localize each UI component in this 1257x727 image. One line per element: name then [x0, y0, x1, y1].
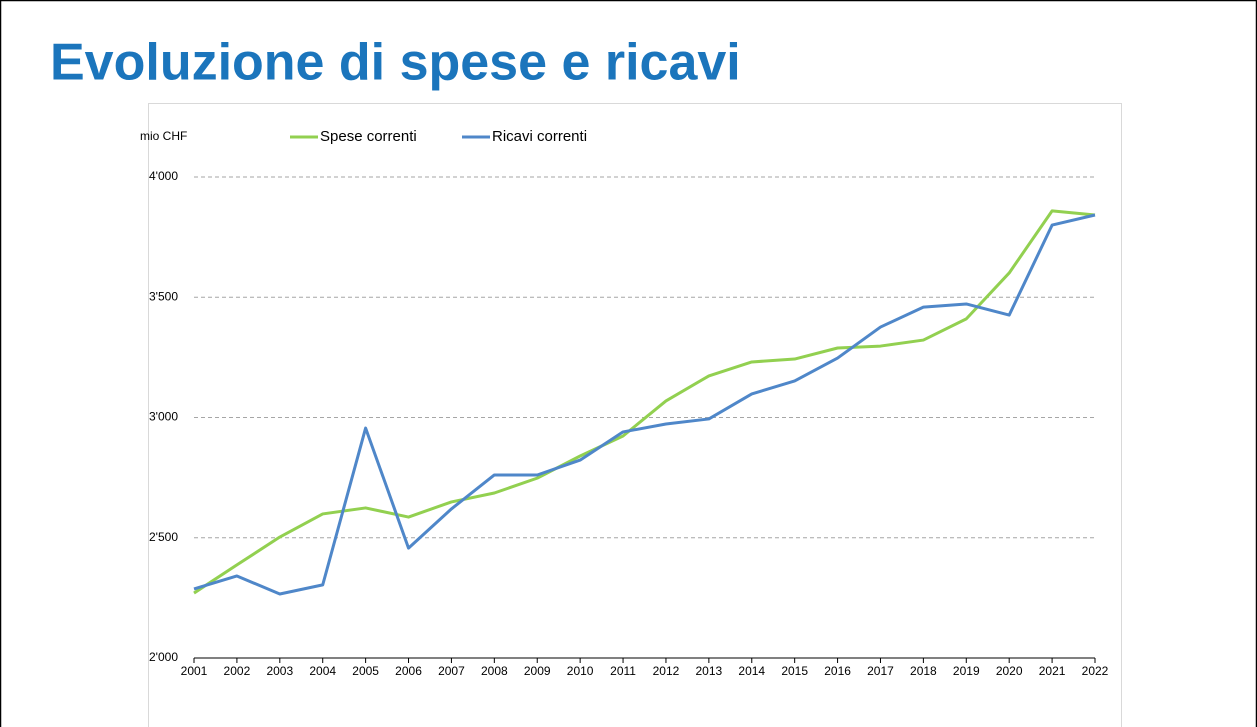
y-tick-label: 4'000	[149, 169, 178, 183]
y-axis-label: mio CHF	[140, 129, 187, 143]
x-tick-label: 2018	[910, 664, 937, 678]
x-tick-label: 2007	[438, 664, 465, 678]
chart-frame	[148, 103, 1122, 727]
x-tick-label: 2022	[1082, 664, 1109, 678]
x-tick-label: 2004	[309, 664, 336, 678]
x-tick-label: 2019	[953, 664, 980, 678]
y-tick-label: 2'500	[149, 530, 178, 544]
x-tick-label: 2011	[610, 664, 636, 678]
x-tick-label: 2012	[653, 664, 680, 678]
y-tick-label: 3'000	[149, 410, 178, 424]
x-tick-label: 2014	[738, 664, 765, 678]
x-tick-label: 2017	[867, 664, 894, 678]
x-tick-label: 2013	[696, 664, 723, 678]
x-tick-label: 2021	[1039, 664, 1066, 678]
x-tick-label: 2020	[996, 664, 1023, 678]
x-tick-label: 2010	[567, 664, 594, 678]
x-tick-label: 2006	[395, 664, 422, 678]
x-tick-label: 2015	[781, 664, 808, 678]
x-tick-label: 2005	[352, 664, 379, 678]
series-line	[193, 213, 1096, 596]
x-tick-label: 2001	[181, 664, 208, 678]
legend-label: Ricavi correnti	[492, 128, 587, 145]
x-tick-label: 2016	[824, 664, 851, 678]
slide-title: Evoluzione di spese e ricavi	[50, 34, 741, 92]
legend-label: Spese correnti	[320, 128, 417, 145]
x-tick-label: 2009	[524, 664, 551, 678]
y-tick-label: 3'500	[149, 289, 178, 303]
x-tick-label: 2003	[266, 664, 293, 678]
y-tick-label: 2'000	[149, 650, 178, 664]
x-tick-label: 2008	[481, 664, 508, 678]
x-tick-label: 2002	[224, 664, 251, 678]
